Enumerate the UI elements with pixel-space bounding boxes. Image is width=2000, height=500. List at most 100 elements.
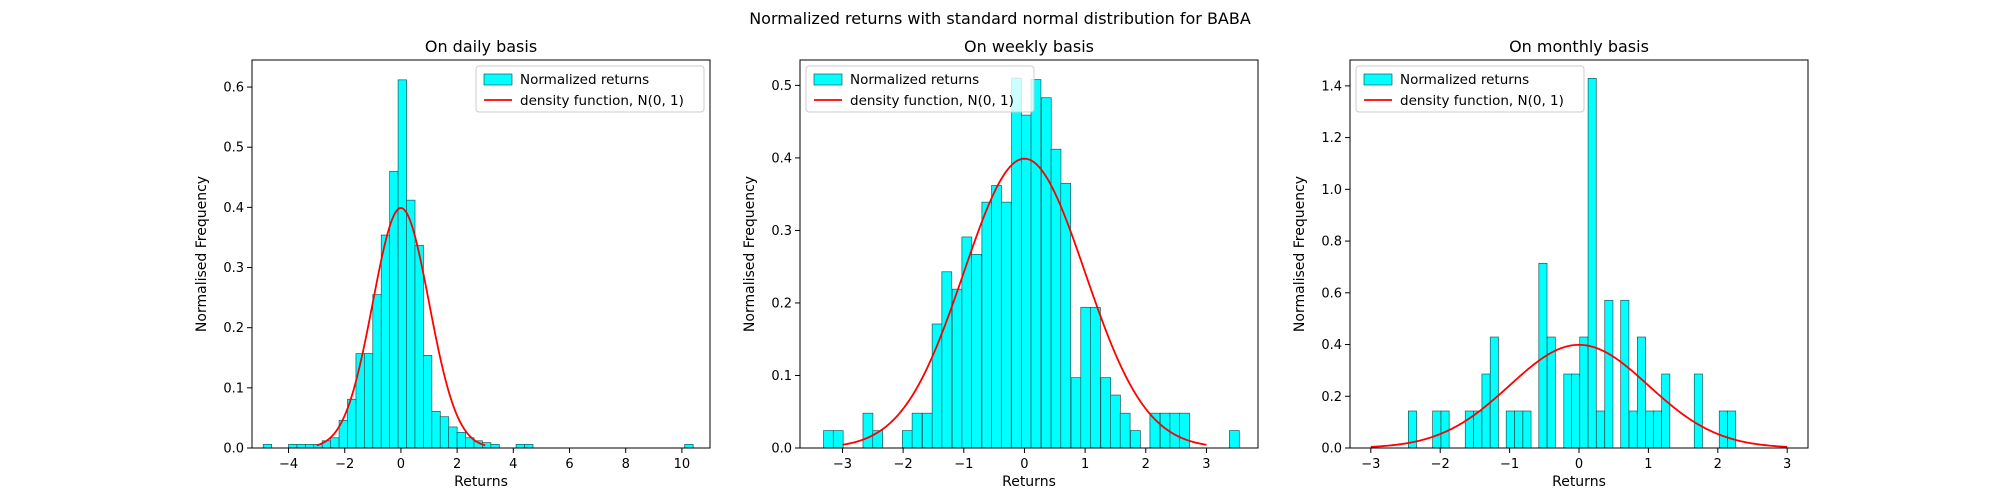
legend: Normalized returns density function, N(0,… (805, 65, 1035, 113)
histogram-bar (1229, 430, 1240, 448)
y-tick-label: 1.0 (1321, 183, 1342, 198)
panel-weekly: On weekly basis Returns Normalised Frequ… (742, 37, 1259, 490)
histogram-bar (1030, 79, 1042, 448)
histogram-bar (389, 170, 399, 448)
y-tick-label: 0.4 (771, 151, 792, 166)
histogram-bar (380, 234, 391, 448)
y-tick-label: 0.0 (223, 442, 244, 457)
histogram-bar (515, 444, 525, 448)
legend-label: Normalized returns (1400, 72, 1529, 88)
histogram-bar (1149, 412, 1161, 448)
histogram-bar (1620, 299, 1630, 448)
x-tick-label: −2 (894, 457, 913, 472)
y-tick-label: 0.8 (1321, 235, 1342, 250)
x-tick-label: 4 (509, 457, 517, 472)
histogram-bar (423, 355, 433, 448)
panel-monthly: On monthly basis Returns Normalised Freq… (1292, 37, 1809, 490)
y-tick-label: 0.2 (771, 296, 792, 311)
histogram-bar (862, 412, 874, 448)
histogram-bar (941, 271, 953, 448)
legend-label: Normalized returns (850, 72, 979, 88)
histogram-bar (911, 412, 923, 448)
histogram-bar (262, 444, 273, 448)
histogram-bar (1637, 336, 1646, 448)
histogram-bar (1579, 336, 1589, 448)
legend-swatch-bar (483, 73, 513, 86)
histogram-bar (1090, 306, 1101, 448)
histogram-bar (439, 416, 450, 448)
histogram-bar (1505, 410, 1515, 448)
y-tick-label: 0.1 (223, 381, 244, 396)
histogram-bar (823, 430, 834, 448)
histogram-bar (490, 444, 500, 448)
histogram-bar (1514, 410, 1524, 448)
panel-title: On monthly basis (1509, 37, 1649, 56)
x-tick-label: 8 (622, 457, 630, 472)
x-tick-label: 0 (397, 457, 405, 472)
histogram-bar (1718, 410, 1728, 448)
histogram-bar (1571, 373, 1580, 448)
histogram-bar (931, 323, 943, 448)
histogram-bar (372, 294, 382, 448)
histogram-bar (1587, 78, 1597, 448)
histogram-bar (1110, 394, 1121, 448)
legend-box (1355, 65, 1585, 113)
histogram-bar (414, 244, 424, 448)
histogram-bar (524, 444, 534, 448)
axes-frame (799, 59, 1259, 449)
histogram-bar (902, 430, 913, 448)
histogram-bar (1604, 299, 1614, 448)
x-tick-label: 2 (453, 457, 461, 472)
histogram-bar (1440, 410, 1450, 448)
histogram-bar (1661, 373, 1671, 448)
legend-label: density function, N(0, 1) (850, 93, 1014, 109)
histogram-bar (971, 254, 982, 448)
histogram-bar (448, 426, 458, 448)
density-curve (316, 207, 486, 447)
histogram-bar (1060, 182, 1072, 448)
histogram-bar (1481, 373, 1491, 448)
legend-swatch-bar (813, 73, 843, 86)
histogram-bar (1652, 410, 1662, 448)
histogram-bar (431, 410, 441, 448)
histogram-bar (1693, 373, 1703, 448)
histogram-bar (305, 444, 315, 448)
x-axis-label: Returns (454, 474, 508, 490)
y-tick-label: 0.2 (223, 321, 244, 336)
density-curve (1370, 343, 1788, 448)
panel-title: On daily basis (425, 37, 537, 56)
histogram-bar (981, 201, 993, 448)
y-axis-label: Normalised Frequency (742, 176, 758, 332)
histogram-bar (1432, 410, 1442, 448)
y-tick-label: 0.3 (771, 224, 792, 239)
histogram-bar (1011, 77, 1022, 448)
histogram-bar (1408, 410, 1417, 448)
y-tick-label: 1.4 (1321, 79, 1342, 94)
y-tick-label: 0.5 (771, 79, 792, 94)
histogram-bar (1563, 373, 1573, 448)
histogram-bar (991, 185, 1002, 448)
histogram-bar (330, 437, 340, 448)
histogram-bar (1000, 201, 1012, 448)
x-tick-label: 3 (1783, 457, 1791, 472)
y-tick-label: 0.1 (771, 369, 792, 384)
y-tick-label: 0.2 (1321, 390, 1342, 405)
legend: Normalized returns density function, N(0,… (475, 65, 705, 113)
histogram-bars (1408, 78, 1737, 448)
legend-box (475, 65, 705, 113)
histogram-bar (1080, 306, 1092, 448)
legend-box (805, 65, 1035, 113)
histogram-bar (1727, 410, 1737, 448)
histogram-bar (1130, 430, 1141, 448)
histogram-bar (364, 353, 374, 448)
y-tick-label: 0.0 (1321, 442, 1342, 457)
histogram-bar (1489, 336, 1499, 448)
x-tick-label: 10 (674, 457, 691, 472)
legend: Normalized returns density function, N(0,… (1355, 65, 1585, 113)
panel-daily: On daily basis Returns Normalised Freque… (194, 37, 711, 490)
histogram-bar (1179, 412, 1190, 448)
histogram-bars (823, 77, 1240, 448)
histogram-bar (406, 199, 416, 448)
x-tick-label: 6 (565, 457, 573, 472)
